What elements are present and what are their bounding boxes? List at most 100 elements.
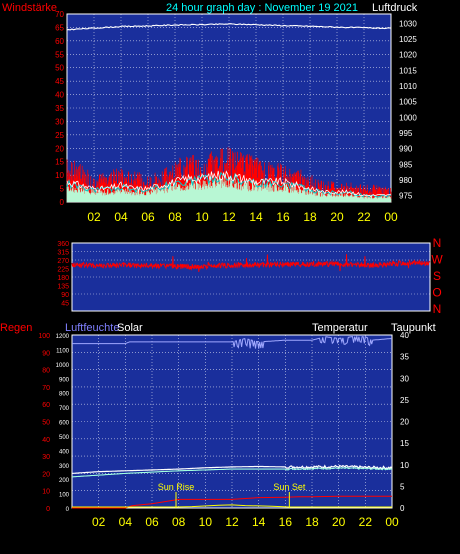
wind-ytick-30: 30: [55, 117, 64, 126]
legend-taupunkt: Taupunkt: [391, 322, 436, 334]
climate-xtick-22: 22: [359, 515, 373, 529]
climate-ytick-0: 0: [46, 506, 50, 513]
wind-ytick-0: 0: [60, 198, 65, 207]
direction-ytick-315: 315: [57, 250, 69, 257]
solar-ytick-700: 700: [59, 406, 70, 412]
pressure-ytick-1010: 1010: [399, 82, 417, 91]
compass-W-1: W: [431, 253, 443, 267]
wind-xtick-06: 06: [141, 210, 155, 224]
wind-gust-series: [66, 170, 392, 197]
pressure-ytick-975: 975: [399, 192, 413, 201]
wind-xtick-18: 18: [303, 210, 317, 224]
compass-N-0: N: [433, 236, 442, 250]
wind-xtick-22: 22: [357, 210, 371, 224]
windstaerke-label: Windstärke: [2, 2, 57, 14]
wind-ytick-70: 70: [55, 10, 64, 19]
climate-xtick-14: 14: [252, 515, 266, 529]
sun-marker-label-0: Sun Rise: [158, 482, 195, 492]
solar-ytick-100: 100: [59, 493, 70, 499]
solar-ytick-1000: 1000: [56, 363, 70, 369]
pressure-series: [66, 23, 392, 31]
legend-solar: Solar: [117, 322, 143, 334]
temperature-ytick-20: 20: [400, 418, 409, 427]
luftdruck-label: Luftdruck: [372, 2, 418, 14]
wind-ytick-65: 65: [55, 23, 64, 32]
wind-xtick-00: 00: [384, 210, 398, 224]
temperature-ytick-15: 15: [400, 439, 409, 448]
wind-ytick-40: 40: [55, 91, 64, 100]
solar-ytick-200: 200: [59, 478, 70, 484]
solar-ytick-900: 900: [59, 377, 70, 383]
wind-ytick-35: 35: [55, 104, 64, 113]
wind-xtick-04: 04: [114, 210, 128, 224]
legend-regen: Regen: [0, 322, 32, 334]
climate-xtick-12: 12: [225, 515, 239, 529]
solar-series: [72, 504, 392, 508]
legend-luftfeuchte: Luftfeuchte: [65, 322, 119, 334]
temperature-ytick-0: 0: [400, 504, 405, 513]
wind-xtick-08: 08: [168, 210, 182, 224]
climate-ytick-80: 80: [42, 368, 50, 375]
direction-ytick-180: 180: [57, 275, 69, 282]
compass-O-3: O: [432, 286, 441, 300]
climate-xtick-16: 16: [279, 515, 293, 529]
pressure-ytick-1000: 1000: [399, 113, 417, 122]
temperature-ytick-25: 25: [400, 396, 409, 405]
dewpoint-series: [71, 466, 393, 478]
solar-ytick-300: 300: [59, 464, 70, 470]
wind-xtick-16: 16: [276, 210, 290, 224]
solar-ytick-1200: 1200: [56, 334, 70, 340]
climate-ytick-30: 30: [42, 454, 50, 461]
temperature-ytick-40: 40: [400, 331, 409, 340]
rain-series: [72, 495, 392, 509]
solar-ytick-0: 0: [66, 507, 70, 513]
wind-xtick-20: 20: [330, 210, 344, 224]
pressure-ytick-1005: 1005: [399, 98, 417, 107]
climate-ytick-90: 90: [42, 350, 50, 357]
wind-ytick-25: 25: [55, 131, 64, 140]
temperature-ytick-30: 30: [400, 374, 409, 383]
climate-ytick-10: 10: [42, 489, 50, 496]
solar-ytick-600: 600: [59, 421, 70, 427]
climate-ytick-50: 50: [42, 420, 50, 427]
climate-xtick-04: 04: [119, 515, 133, 529]
direction-ytick-45: 45: [61, 301, 69, 308]
compass-N-4: N: [433, 302, 442, 316]
pressure-ytick-985: 985: [399, 160, 413, 169]
pressure-ytick-1015: 1015: [399, 66, 417, 75]
wind-ytick-55: 55: [55, 50, 64, 59]
pressure-ytick-995: 995: [399, 129, 413, 138]
climate-xtick-06: 06: [145, 515, 159, 529]
temperature-ytick-5: 5: [400, 482, 405, 491]
climate-ytick-60: 60: [42, 402, 50, 409]
direction-ytick-135: 135: [57, 284, 69, 291]
solar-ytick-500: 500: [59, 435, 70, 441]
solar-ytick-800: 800: [59, 392, 70, 398]
wind-ytick-5: 5: [60, 185, 65, 194]
temperature-ytick-10: 10: [400, 461, 409, 470]
climate-ytick-20: 20: [42, 471, 50, 478]
climate-xtick-00: 00: [385, 515, 399, 529]
climate-xtick-08: 08: [172, 515, 186, 529]
sun-marker-label-1: Sun Set: [273, 482, 306, 492]
pressure-ytick-980: 980: [399, 176, 413, 185]
wind-average-line: [66, 171, 392, 198]
wind-xtick-02: 02: [87, 210, 101, 224]
pressure-ytick-1025: 1025: [399, 35, 417, 44]
direction-ytick-225: 225: [57, 267, 69, 274]
solar-ytick-1100: 1100: [56, 348, 70, 354]
pressure-ytick-990: 990: [399, 145, 413, 154]
direction-ytick-360: 360: [57, 241, 69, 248]
climate-xtick-18: 18: [305, 515, 319, 529]
wind-direction-series: [71, 254, 431, 273]
wind-ytick-45: 45: [55, 77, 64, 86]
climate-xtick-02: 02: [92, 515, 106, 529]
pressure-ytick-1020: 1020: [399, 51, 417, 60]
wind-ytick-20: 20: [55, 144, 64, 153]
legend-temperatur: Temperatur: [312, 322, 368, 334]
wind-xtick-14: 14: [249, 210, 263, 224]
climate-ytick-70: 70: [42, 385, 50, 392]
wind-xtick-10: 10: [195, 210, 209, 224]
